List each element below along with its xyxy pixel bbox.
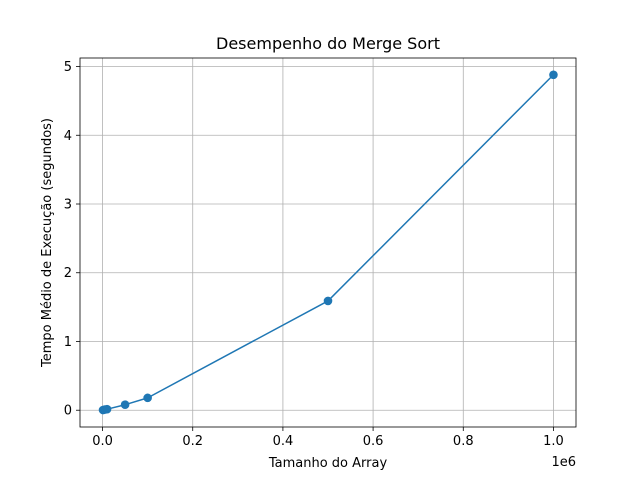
x-tick-label: 0.4 [273, 434, 294, 449]
y-tick-label: 1 [64, 335, 72, 350]
x-tick-label: 1.0 [543, 434, 564, 449]
x-tick-label: 0.2 [182, 434, 203, 449]
y-tick-label: 4 [64, 129, 72, 144]
y-tick-label: 2 [64, 266, 72, 281]
data-point [102, 404, 112, 414]
y-tick-label: 5 [64, 60, 72, 75]
data-point [143, 393, 152, 403]
chart-title: Desempenho do Merge Sort [216, 34, 440, 53]
y-axis-label: Tempo Médio de Execução (segundos) [40, 118, 55, 368]
plot-frame [79, 57, 577, 428]
data-point [323, 296, 333, 306]
data-point [120, 400, 130, 410]
ticks: 0.0 0.2 0.4 0.6 0.8 1.0 0 1 2 3 4 5 [64, 60, 564, 449]
x-tick-label: 0.8 [453, 434, 474, 449]
x-axis-label: Tamanho do Array [268, 456, 388, 471]
grid [80, 58, 576, 427]
data-point [549, 70, 558, 80]
y-tick-label: 3 [64, 198, 72, 213]
x-tick-label: 0.6 [363, 434, 384, 449]
y-tick-label: 0 [64, 404, 72, 419]
x-tick-label: 0.0 [92, 434, 113, 449]
series-layer [98, 70, 558, 415]
x-axis-scale-label: 1e6 [551, 455, 576, 470]
